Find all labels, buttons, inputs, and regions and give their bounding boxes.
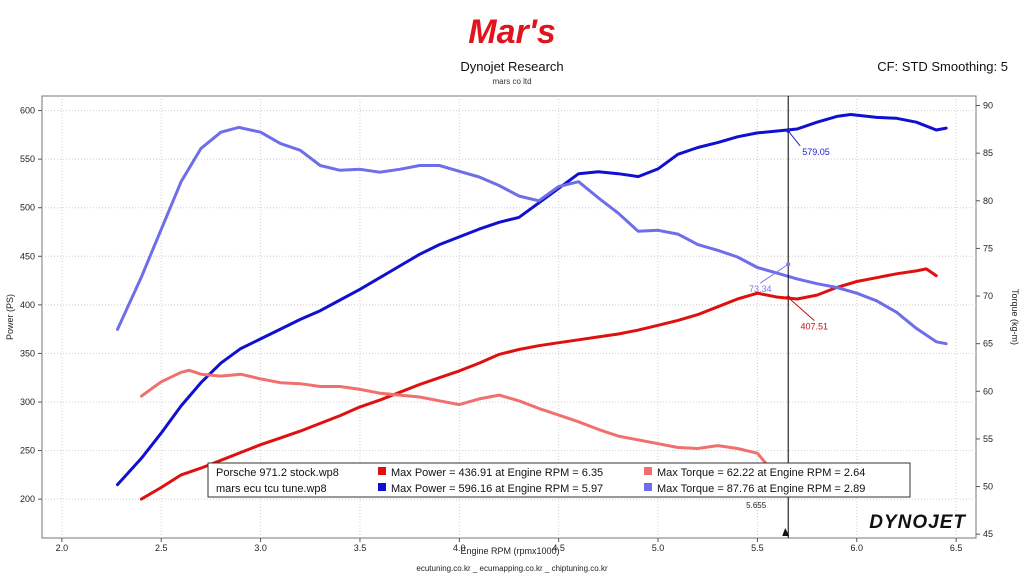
left-tick-label: 600	[20, 106, 35, 116]
cursor-value-leader	[787, 130, 801, 147]
right-tick-label: 45	[983, 529, 993, 539]
right-tick-label: 65	[983, 339, 993, 349]
legend-swatch-stock-torque	[644, 467, 652, 475]
left-axis-label: Power (PS)	[5, 294, 15, 340]
left-tick-label: 200	[20, 494, 35, 504]
right-tick-label: 70	[983, 291, 993, 301]
cursor-value-marker	[786, 262, 791, 267]
legend-swatch-stock-power	[378, 467, 386, 475]
legend-tune-max-power: Max Power = 596.16 at Engine RPM = 5.97	[391, 483, 603, 495]
cf-smoothing-text: CF: STD Smoothing: 5	[877, 59, 1008, 74]
x-tick-label: 5.0	[652, 543, 665, 553]
series-line-stock-torque	[139, 368, 859, 493]
legend-stock-max-power: Max Power = 436.91 at Engine RPM = 6.35	[391, 467, 603, 479]
right-tick-label: 55	[983, 434, 993, 444]
x-axis-label: Engine RPM (rpmx1000)	[460, 546, 559, 556]
cursor-value-leader	[759, 263, 789, 284]
left-tick-label: 350	[20, 348, 35, 358]
x-tick-label: 2.5	[155, 543, 168, 553]
series-lines	[116, 113, 948, 501]
dynojet-brand: DYNOJET	[869, 512, 966, 533]
series-line-tune-power	[116, 113, 948, 487]
x-tick-label: 3.0	[254, 543, 267, 553]
cursor-value-marker	[786, 295, 791, 300]
cursor-arrow	[782, 528, 790, 536]
legend-stock-max-torque: Max Torque = 62.22 at Engine RPM = 2.64	[657, 467, 865, 479]
right-tick-label: 60	[983, 386, 993, 396]
rpm-cursor-label: 5.655	[746, 501, 767, 510]
left-tick-label: 250	[20, 446, 35, 456]
legend-box	[207, 462, 911, 498]
legend-swatch-tune-power	[378, 483, 386, 491]
left-tick-label: 400	[20, 300, 35, 310]
x-tick-label: 4.5	[552, 543, 565, 553]
cursor-value-label: 407.51	[800, 322, 828, 332]
x-tick-label: 5.5	[751, 543, 764, 553]
chart-subtitle: mars co ltd	[492, 77, 531, 86]
right-tick-label: 75	[983, 243, 993, 253]
legend: Porsche 971.2 stock.wp8 Max Power = 436.…	[207, 462, 911, 498]
right-tick-label: 80	[983, 196, 993, 206]
right-tick-label: 50	[983, 482, 993, 492]
x-axis-ticks: 2.0 2.5 3.0 3.5 4.0 4.5 5.0 5.5 6.0 6.5	[56, 538, 963, 553]
x-tick-label: 6.0	[851, 543, 864, 553]
right-tick-label: 90	[983, 101, 993, 111]
left-tick-label: 550	[20, 154, 35, 164]
series-line-tune-torque	[116, 125, 948, 346]
footer-websites: ecutuning.co.kr _ ecumapping.co.kr _ chi…	[416, 564, 608, 573]
chart-title: Dynojet Research	[460, 59, 563, 74]
cursor-value-marker	[786, 128, 791, 133]
cursor-value-labels: 579.05 73.34 407.51	[749, 128, 830, 536]
legend-swatch-tune-torque	[644, 483, 652, 491]
left-tick-label: 450	[20, 251, 35, 261]
mars-logo: Mar's	[468, 13, 555, 51]
left-tick-label: 500	[20, 203, 35, 213]
x-tick-label: 6.5	[950, 543, 963, 553]
right-axis-ticks: 45 50 55 60 65 70 75 80 85 90	[976, 101, 993, 539]
left-axis-ticks: 200 250 300 350 400 450 500 550 600	[20, 106, 42, 504]
x-tick-label: 4.0	[453, 543, 466, 553]
cursor-value-leader	[787, 297, 815, 321]
right-axis-label: Torque (kg-m)	[1010, 289, 1020, 345]
x-tick-label: 3.5	[354, 543, 367, 553]
cursor-value-label: 73.34	[749, 284, 772, 294]
legend-file-stock: Porsche 971.2 stock.wp8	[216, 467, 339, 479]
series-line-stock-power	[139, 267, 938, 501]
right-tick-label: 85	[983, 148, 993, 158]
left-tick-label: 300	[20, 397, 35, 407]
legend-file-tune: mars ecu tcu tune.wp8	[216, 483, 327, 495]
legend-tune-max-torque: Max Torque = 87.76 at Engine RPM = 2.89	[657, 483, 865, 495]
cursor-value-label: 579.05	[802, 147, 830, 157]
x-tick-label: 2.0	[56, 543, 69, 553]
